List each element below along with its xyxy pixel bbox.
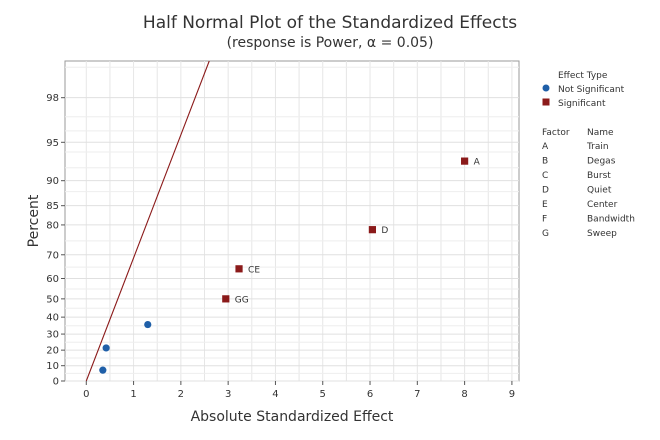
y-tick-label: 60 (46, 274, 59, 285)
x-tick-label: 5 (320, 389, 326, 400)
y-tick-label: 10 (46, 361, 59, 372)
x-tick-label: 0 (83, 389, 89, 400)
point-not-significant (102, 344, 110, 352)
point-label: CE (248, 265, 260, 275)
x-tick-label: 1 (130, 389, 136, 400)
factor-name: Bandwidth (587, 215, 635, 225)
grid (65, 61, 519, 382)
y-tick-label: 40 (46, 313, 59, 324)
factor-name: Center (587, 200, 618, 210)
factor-code: A (542, 142, 549, 152)
point-label: GG (235, 295, 249, 305)
point-significant (222, 295, 230, 303)
factor-code: D (542, 186, 549, 196)
y-tick-label: 80 (46, 220, 59, 231)
x-tick-label: 7 (414, 389, 420, 400)
legend-entry-significant: Significant (558, 99, 606, 109)
legend-marker-not-significant (542, 84, 550, 92)
factor-name: Sweep (587, 229, 617, 239)
factor-code: C (542, 171, 548, 181)
y-tick-label: 98 (46, 93, 59, 104)
name-header: Name (587, 128, 614, 138)
y-axis: 0 10 20 30 40 50 60 70 80 85 90 95 98 (46, 93, 65, 388)
factor-code: B (542, 157, 548, 167)
x-tick-label: 3 (225, 389, 231, 400)
y-tick-label: 0 (53, 377, 59, 388)
factor-name: Train (586, 142, 609, 152)
y-tick-label: 85 (46, 201, 59, 212)
x-tick-label: 9 (509, 389, 515, 400)
point-label: A (474, 158, 481, 168)
y-tick-label: 70 (46, 250, 59, 261)
y-tick-label: 95 (46, 138, 59, 149)
factor-name: Degas (587, 157, 616, 167)
factor-code: F (542, 215, 547, 225)
legend-entry-not-significant: Not Significant (558, 85, 625, 95)
factor-name: Burst (587, 171, 611, 181)
x-tick-label: 2 (178, 389, 184, 400)
legend: Effect Type Not Significant Significant … (542, 71, 635, 239)
data-points: GG CE D A (99, 157, 481, 374)
legend-title: Effect Type (558, 71, 608, 81)
y-tick-label: 50 (46, 294, 59, 305)
reference-line (85, 61, 210, 381)
point-not-significant (99, 366, 107, 374)
chart-title: Half Normal Plot of the Standardized Eff… (143, 13, 517, 33)
y-tick-label: 20 (46, 346, 59, 357)
x-axis: 0 1 2 3 4 5 6 7 8 9 (83, 381, 515, 400)
chart-subtitle: (response is Power, α = 0.05) (227, 35, 434, 51)
factor-table: A Train B Degas C Burst D Quiet E Center F Bandwidt… (542, 142, 635, 239)
y-axis-title: Percent (26, 194, 42, 247)
reference-line-group (85, 61, 210, 381)
point-not-significant (144, 320, 152, 329)
factor-code: G (542, 229, 549, 239)
factor-code: E (542, 200, 548, 210)
x-axis-title: Absolute Standardized Effect (191, 409, 394, 425)
point-significant (461, 157, 469, 165)
y-tick-label: 30 (46, 330, 59, 341)
plot-area (64, 60, 520, 382)
x-tick-label: 8 (461, 389, 467, 400)
factor-name: Quiet (587, 186, 612, 196)
point-label: D (381, 226, 388, 236)
point-significant (235, 265, 243, 273)
x-tick-label: 4 (272, 389, 278, 400)
legend-marker-significant (542, 98, 550, 106)
y-tick-label: 90 (46, 176, 59, 187)
point-significant (368, 226, 376, 234)
factor-header: Factor (542, 128, 570, 138)
x-tick-label: 6 (367, 389, 373, 400)
